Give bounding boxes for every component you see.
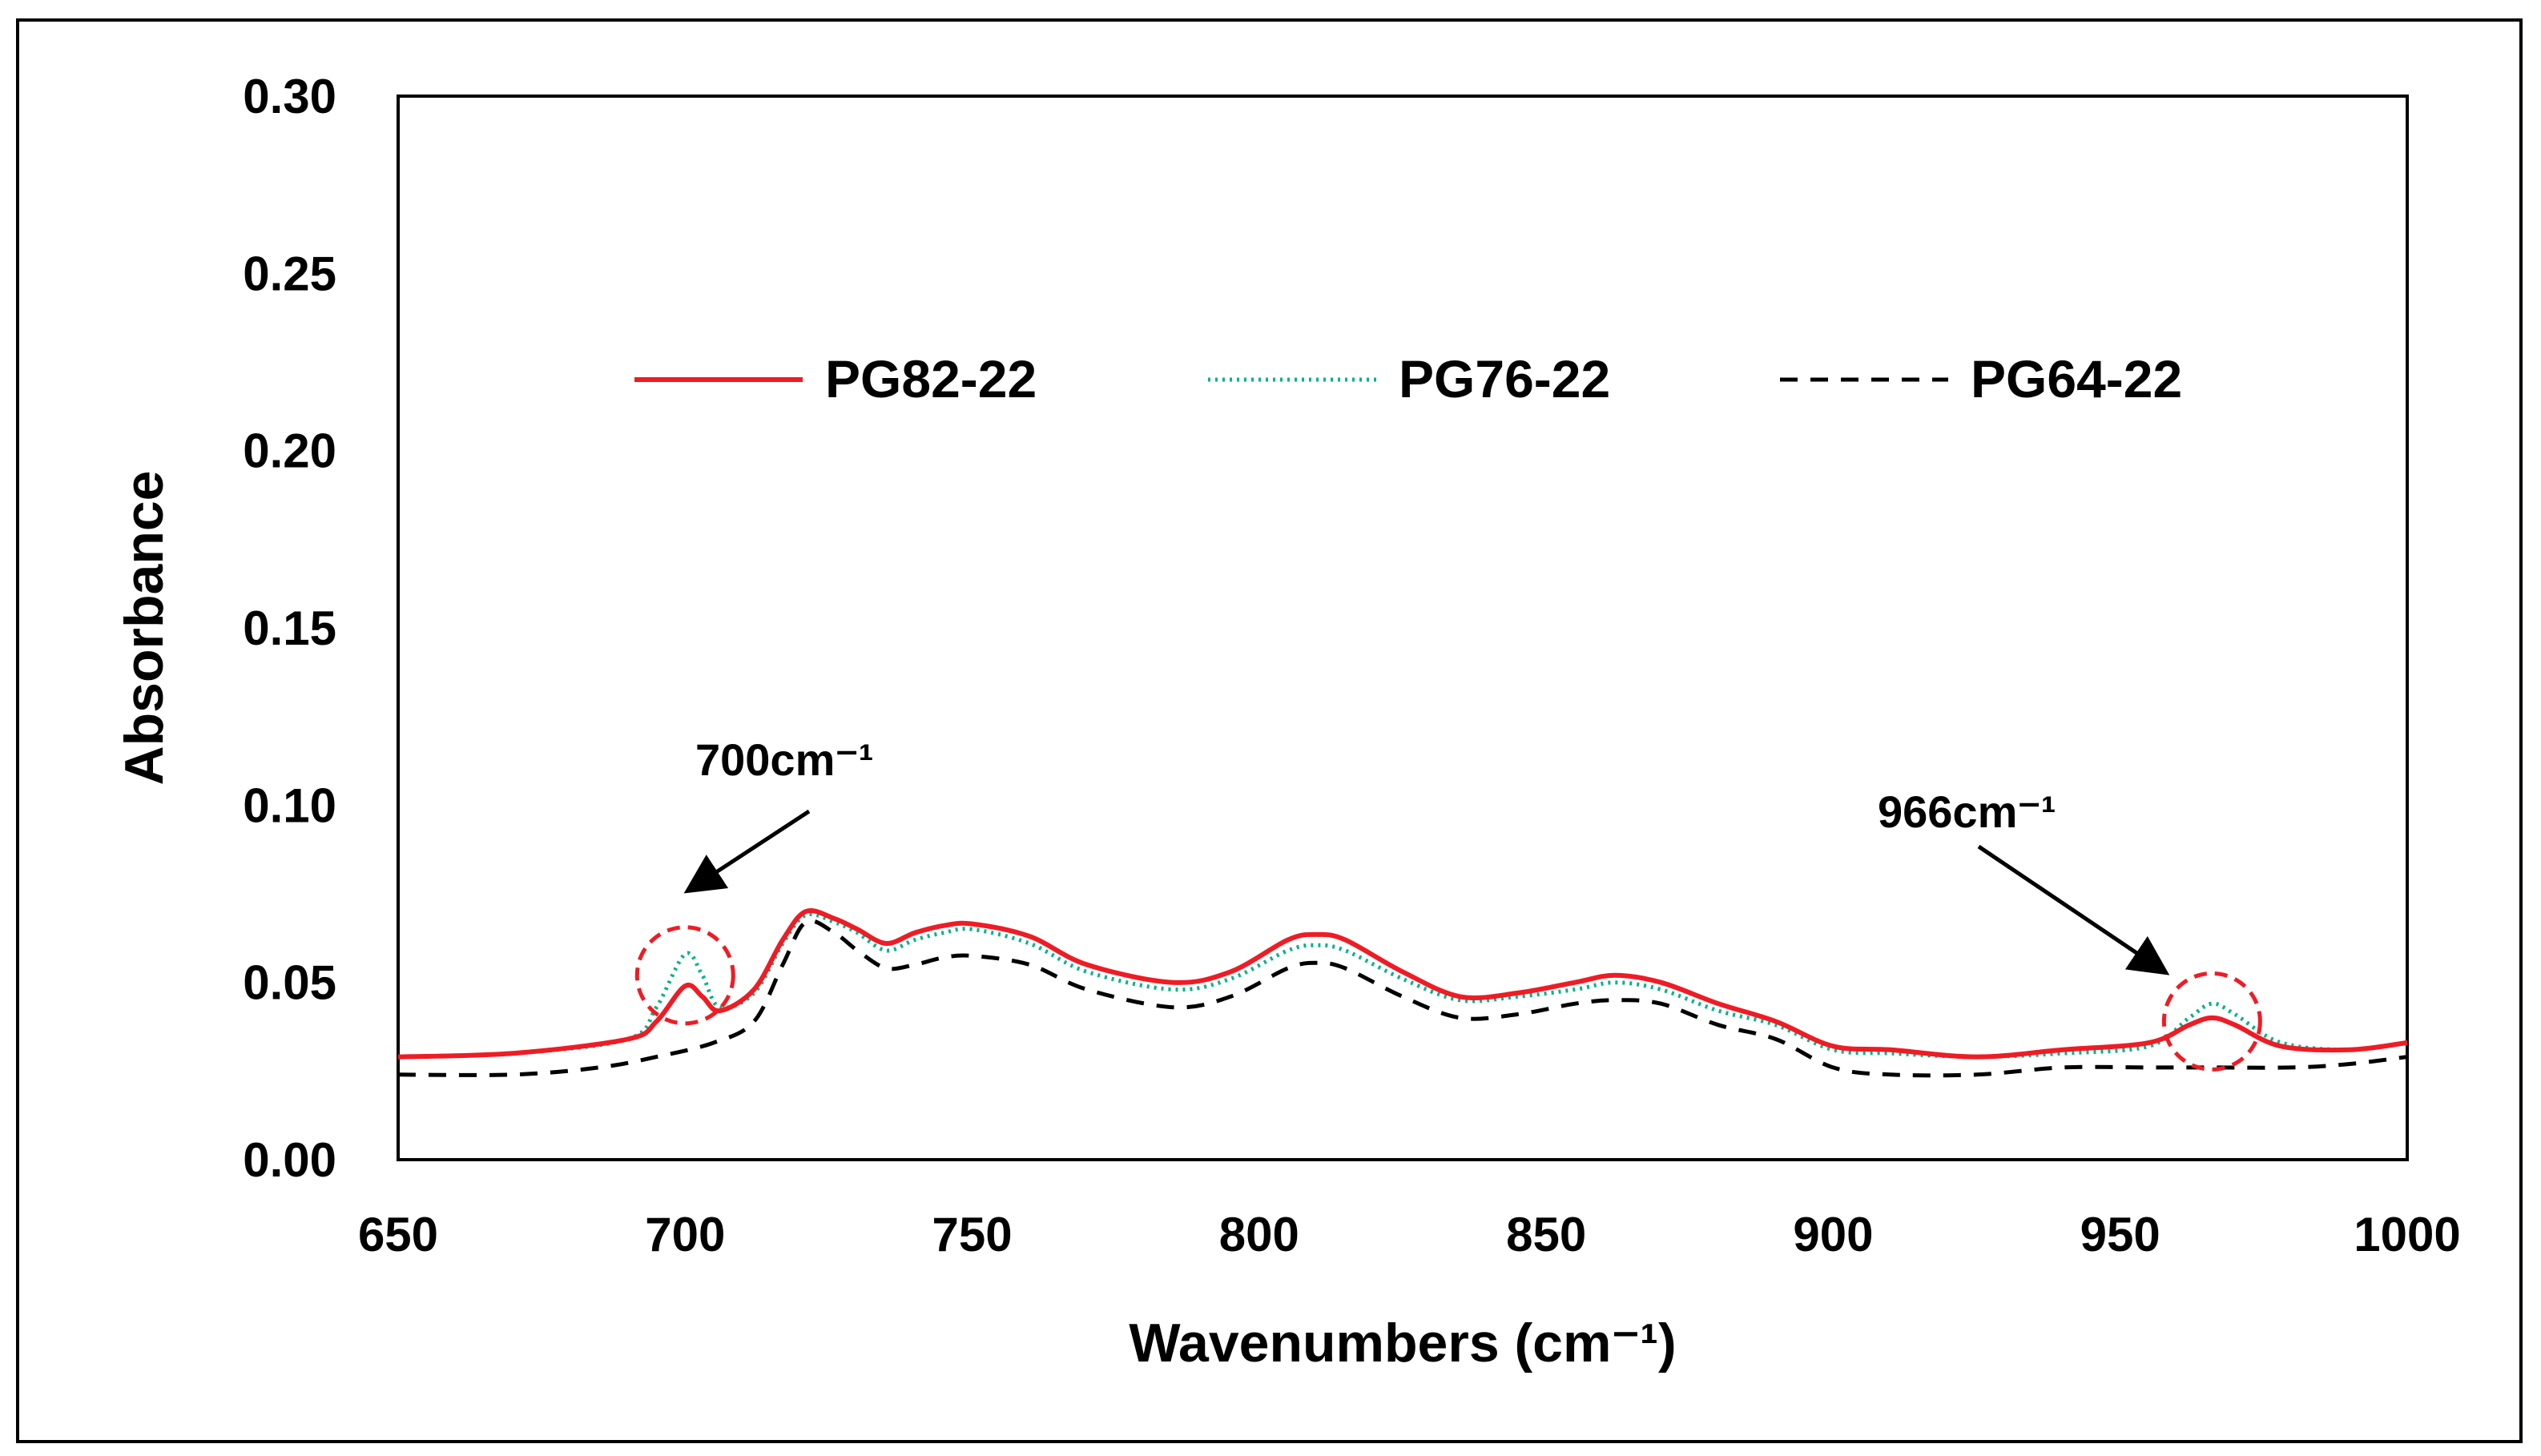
figure-frame (16, 18, 2523, 1443)
annotation-arrow (1977, 844, 2170, 975)
x-tick-label: 950 (2080, 1208, 2160, 1261)
x-tick-label: 800 (1219, 1208, 1299, 1261)
legend-label-pg64-22: PG64-22 (1971, 349, 2182, 408)
highlight-circle (634, 925, 735, 1026)
highlight-circle (2161, 971, 2262, 1072)
y-tick-label: 0.10 (243, 778, 336, 832)
y-axis-title: Absorbance (114, 471, 175, 786)
legend-label-pg76-22: PG76-22 (1399, 349, 1610, 408)
legend: PG82-22 PG76-22 PG64-22 (634, 349, 2182, 408)
series-line-pg76-22 (397, 912, 2408, 1060)
series-lines (397, 908, 2408, 1078)
x-tick-label: 900 (1793, 1208, 1873, 1261)
annotation-arrow (683, 809, 811, 894)
x-tick-label: 650 (358, 1208, 438, 1261)
plot-area-frame (397, 95, 2409, 1161)
x-axis-title: Wavenumbers (cm⁻¹) (1129, 1313, 1676, 1374)
x-tick-label: 1000 (2354, 1208, 2460, 1261)
y-tick-label: 0.30 (243, 70, 336, 123)
series-line-pg64-22 (397, 919, 2408, 1078)
annotation-label: 966cm⁻¹ (1878, 786, 2056, 837)
x-tick-label: 750 (932, 1208, 1013, 1261)
y-tick-label: 0.00 (243, 1133, 336, 1187)
y-tick-label: 0.25 (243, 247, 336, 300)
x-axis-ticks: 650 700 750 800 850 900 950 1000 (358, 1208, 2461, 1261)
y-tick-label: 0.05 (243, 956, 336, 1010)
y-tick-label: 0.20 (243, 424, 336, 478)
x-tick-label: 850 (1506, 1208, 1586, 1261)
annotations: 700cm⁻¹ 966cm⁻¹ (634, 734, 2262, 1072)
series-line-pg82-22 (397, 908, 2408, 1060)
x-tick-label: 700 (645, 1208, 725, 1261)
annotation-label: 700cm⁻¹ (695, 734, 874, 785)
y-tick-label: 0.15 (243, 601, 336, 655)
legend-label-pg82-22: PG82-22 (825, 349, 1037, 408)
y-axis-ticks: 0.00 0.05 0.10 0.15 0.20 0.25 0.30 (243, 70, 336, 1187)
